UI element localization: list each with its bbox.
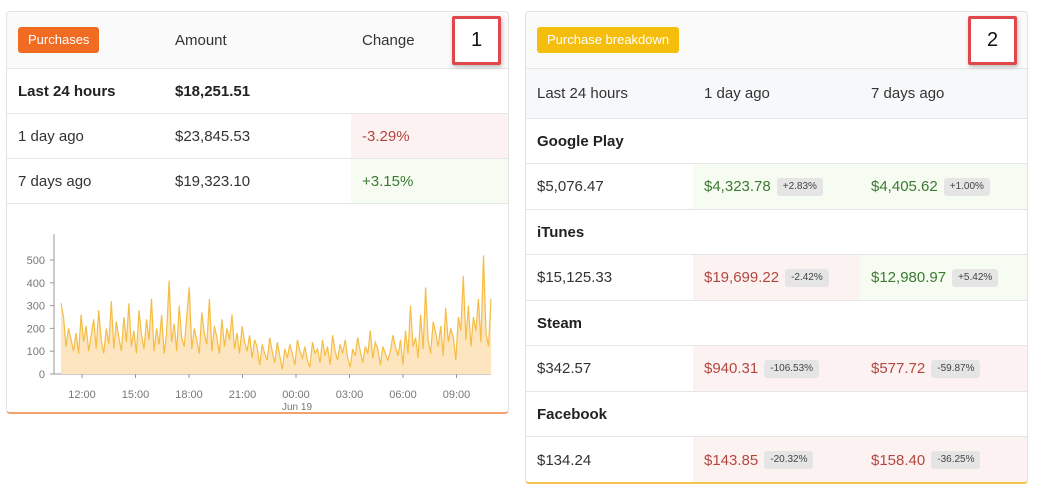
x-tick-label: 15:00: [122, 389, 150, 401]
group-header-row: Steam: [526, 301, 1027, 346]
value-1d: $940.31: [704, 360, 759, 377]
value-now: $15,125.33: [537, 269, 613, 286]
group-name: Google Play: [537, 132, 624, 150]
row-amount: $23,845.53: [175, 127, 251, 145]
change-pill: -2.42%: [785, 268, 829, 287]
row-amount: $19,323.10: [175, 172, 251, 190]
table-row: 1 day ago $23,845.53 -3.29%: [7, 114, 508, 159]
purchases-panel: Purchases Amount Change Last 24 hours $1…: [6, 11, 509, 414]
row-label: 1 day ago: [18, 127, 84, 145]
group-header-row: iTunes: [526, 210, 1027, 255]
purchase-breakdown-panel: Purchase breakdown Last 24 hours 1 day a…: [525, 11, 1028, 484]
x-tick-label: 21:00: [229, 389, 257, 401]
table-row: Last 24 hours $18,251.51: [7, 69, 508, 114]
group-name: Facebook: [537, 405, 608, 423]
purchases-badge[interactable]: Purchases: [18, 27, 100, 53]
change-pill: +1.00%: [943, 177, 990, 196]
x-tick-label: 18:00: [175, 389, 203, 401]
row-label: 7 days ago: [18, 172, 92, 190]
row-change: -3.29%: [362, 127, 410, 145]
x-tick-label: 12:00: [68, 389, 96, 401]
change-pill: -20.32%: [764, 451, 814, 469]
y-tick-label: 200: [27, 323, 45, 335]
table-row: $5,076.47 $4,323.78 +2.83% $4,405.62 +1.…: [526, 164, 1027, 210]
purchases-header-row: Purchases Amount Change: [7, 12, 508, 69]
y-tick-label: 400: [27, 278, 45, 290]
value-now: $342.57: [537, 360, 592, 377]
row-change: +3.15%: [362, 172, 414, 190]
change-pill: -59.87%: [931, 359, 981, 378]
change-pill: +2.83%: [776, 177, 823, 196]
1-day-ago-column-header: 1 day ago: [704, 85, 770, 102]
x-sublabel: Jun 19: [282, 402, 312, 413]
change-pill: +5.42%: [952, 268, 999, 287]
y-tick-label: 100: [27, 346, 45, 358]
group-header-row: Facebook: [526, 392, 1027, 437]
x-tick-label: 00:00: [282, 389, 310, 401]
table-row: $134.24 $143.85 -20.32% $158.40 -36.25%: [526, 437, 1027, 482]
change-pill: -36.25%: [931, 451, 981, 469]
x-tick-label: 03:00: [336, 389, 364, 401]
x-tick-label: 09:00: [443, 389, 471, 401]
row-label: Last 24 hours: [18, 82, 116, 100]
callout-1: 1: [452, 16, 501, 65]
purchase-breakdown-badge[interactable]: Purchase breakdown: [537, 27, 680, 53]
series-area: [61, 255, 491, 374]
value-1d: $143.85: [704, 451, 759, 469]
last-24-hours-column-header: Last 24 hours: [537, 85, 628, 102]
purchases-area-chart: 500 400 300 200 100 0 12:00 15:00 18:00 21:00 00:…: [27, 234, 492, 413]
amount-column-header: Amount: [175, 31, 227, 49]
y-tick-label: 300: [27, 301, 45, 313]
y-tick-label: 500: [27, 255, 45, 267]
value-1d: $19,699.22: [704, 269, 780, 286]
value-1d: $4,323.78: [704, 178, 771, 195]
table-row: $15,125.33 $19,699.22 -2.42% $12,980.97 …: [526, 255, 1027, 301]
value-now: $5,076.47: [537, 178, 604, 195]
y-tick-label: 0: [39, 369, 45, 381]
series-line: [60, 255, 492, 370]
7-days-ago-column-header: 7 days ago: [871, 85, 945, 102]
value-7d: $577.72: [871, 360, 926, 377]
table-row: $342.57 $940.31 -106.53% $577.72 -59.87%: [526, 346, 1027, 392]
value-7d: $4,405.62: [871, 178, 938, 195]
group-name: iTunes: [537, 223, 585, 241]
table-row: 7 days ago $19,323.10 +3.15%: [7, 159, 508, 204]
change-column-header: Change: [362, 31, 415, 49]
value-7d: $158.40: [871, 451, 926, 469]
value-now: $134.24: [537, 451, 592, 469]
callout-2: 2: [968, 16, 1017, 65]
breakdown-header-row: Last 24 hours 1 day ago 7 days ago: [526, 69, 1027, 119]
group-header-row: Google Play: [526, 119, 1027, 164]
x-tick-label: 06:00: [389, 389, 417, 401]
value-7d: $12,980.97: [871, 269, 947, 286]
group-name: Steam: [537, 314, 583, 332]
breakdown-badge-row: Purchase breakdown: [526, 12, 1027, 69]
row-amount: $18,251.51: [175, 82, 251, 100]
change-pill: -106.53%: [764, 359, 820, 378]
